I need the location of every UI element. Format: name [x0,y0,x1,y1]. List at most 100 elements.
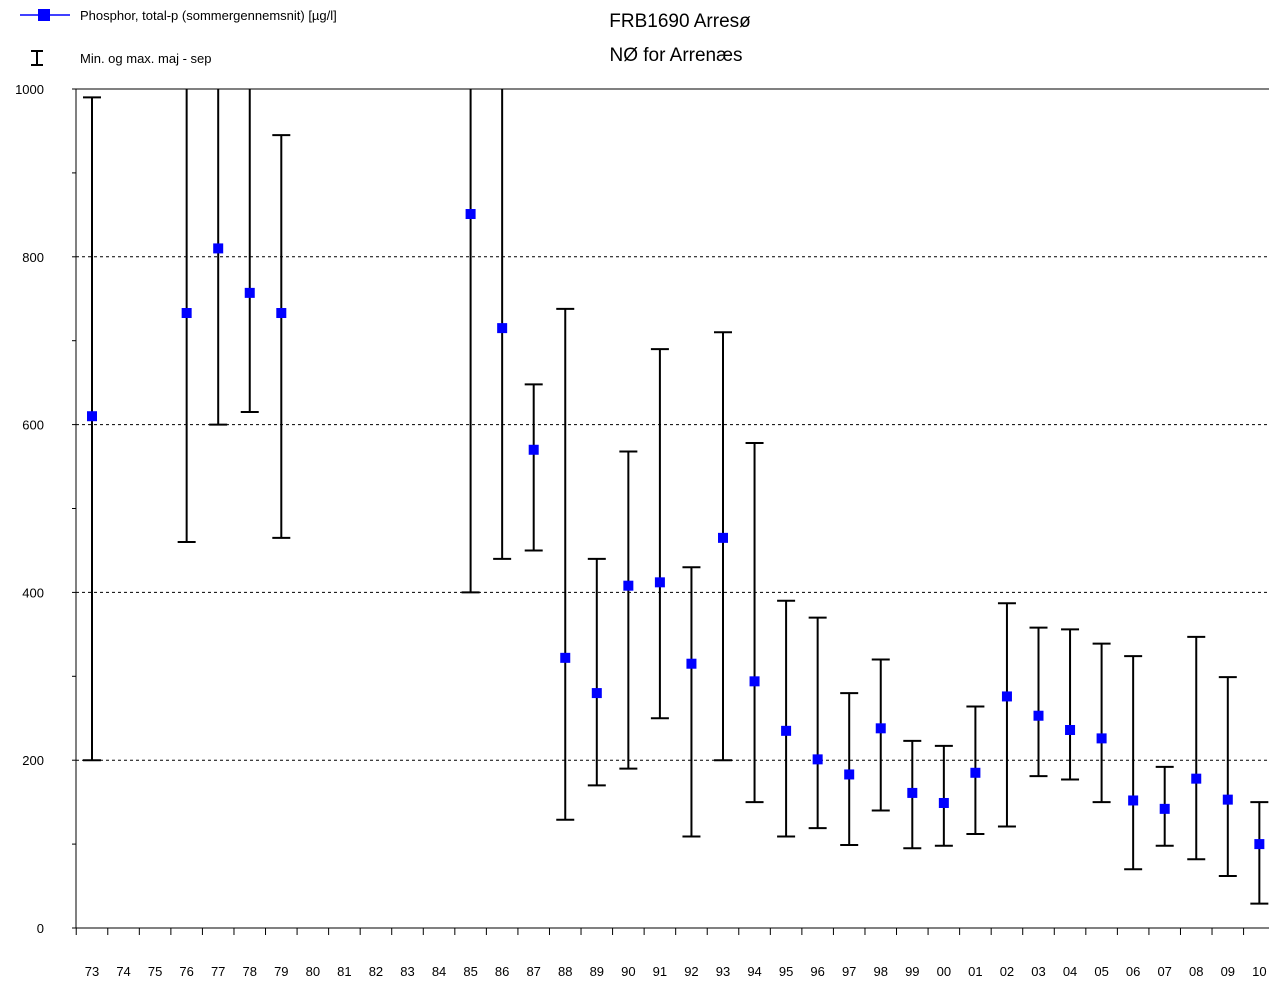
legend-errorbar-icon [31,50,43,66]
x-tick-label: 06 [1126,964,1140,979]
x-tick-label: 93 [716,964,730,979]
error-bar [997,602,1016,828]
x-tick-label: 77 [211,964,225,979]
grid [76,88,1269,761]
y-tick-label: 400 [22,585,44,600]
error-bar [83,96,101,762]
x-tick-label: 73 [85,964,99,979]
y-tick-label: 600 [22,418,44,433]
error-bar [1092,642,1111,804]
x-tick-label: 80 [306,964,320,979]
x-tick-label: 01 [968,964,982,979]
x-tick-label: 92 [684,964,698,979]
error-bar [619,450,638,770]
error-bar [682,566,701,838]
x-tick-label: 02 [1000,964,1014,979]
error-bar [1061,628,1080,781]
data-point [465,209,476,220]
y-tick-label: 0 [37,921,44,936]
x-tick-label: 74 [116,964,130,979]
x-tick-label: 85 [463,964,477,979]
error-bar [240,89,259,414]
y-axis-labels: 0 200 400 600 800 1000 [15,82,44,936]
x-tick-label: 04 [1063,964,1077,979]
x-tick-label: 78 [243,964,257,979]
axes [72,88,1269,929]
x-tick-label: 89 [590,964,604,979]
error-bar [934,744,953,847]
x-tick-label: 99 [905,964,919,979]
data-point [812,754,823,765]
legend-series-label: Phosphor, total-p (sommergennemsnit) [µg… [80,8,337,23]
data-point [1191,773,1202,784]
chart-title: FRB1690 Arresø [609,11,751,32]
x-axis-labels: 73 74 75 76 77 78 79 80 81 82 83 84 85 86 87 88 89 90 91 92… [85,964,1267,979]
x-tick-label: 79 [274,964,288,979]
chart-subtitle: NØ for Arrenæs [609,45,742,66]
data-points [87,209,1265,850]
x-tick-label: 98 [874,964,888,979]
x-tick-label: 84 [432,964,446,979]
data-point [844,769,855,780]
data-point [497,323,508,334]
x-tick-label: 97 [842,964,856,979]
data-point [1254,839,1265,850]
data-point [781,725,792,736]
data-point [686,658,697,669]
legend-series-marker [38,9,50,21]
x-tick-label: 81 [337,964,351,979]
data-point [1096,733,1107,744]
x-tick-label: 94 [747,964,761,979]
x-tick-label: 91 [653,964,667,979]
error-bar [1187,635,1206,861]
x-tick-label: 09 [1221,964,1235,979]
error-bar [650,348,669,720]
x-tick-label: 10 [1252,964,1266,979]
y-tick-label: 800 [22,250,44,265]
y-tick-label: 1000 [15,82,44,97]
error-bar [524,383,543,552]
data-point [938,797,949,808]
x-tick-label: 95 [779,964,793,979]
x-tick-label: 00 [937,964,951,979]
data-point [654,577,665,588]
error-bar [714,331,732,762]
error-bar [808,616,827,830]
error-bar [1218,676,1237,877]
data-point [276,308,287,319]
data-point [244,287,255,298]
x-tick-label: 82 [369,964,383,979]
data-point [1001,691,1012,702]
x-tick-label: 05 [1094,964,1108,979]
x-tick-label: 08 [1189,964,1203,979]
data-point [718,532,728,543]
data-point [87,411,97,422]
x-tick-label: 96 [810,964,824,979]
error-bar [871,658,890,812]
x-tick-label: 86 [495,964,509,979]
data-point [528,444,539,455]
y-tick-label: 200 [22,753,44,768]
data-point [875,723,886,734]
error-bars [83,89,1269,905]
error-bar [1029,626,1048,778]
x-tick-label: 75 [148,964,162,979]
data-point [1128,795,1139,806]
legend-errorbar-label: Min. og max. maj - sep [80,51,212,66]
x-tick-label: 88 [558,964,572,979]
x-tick-label: 07 [1157,964,1171,979]
error-bar [272,134,291,539]
error-bar [461,89,480,594]
data-point [1222,794,1233,805]
x-tick-label: 76 [179,964,193,979]
data-point [181,308,192,319]
x-tick-label: 87 [526,964,540,979]
legend: Phosphor, total-p (sommergennemsnit) [µg… [20,8,337,66]
data-point [213,243,224,254]
data-point [623,580,634,591]
data-point [560,652,571,663]
data-point [907,787,918,798]
data-point [749,676,760,687]
error-bar [745,442,764,804]
